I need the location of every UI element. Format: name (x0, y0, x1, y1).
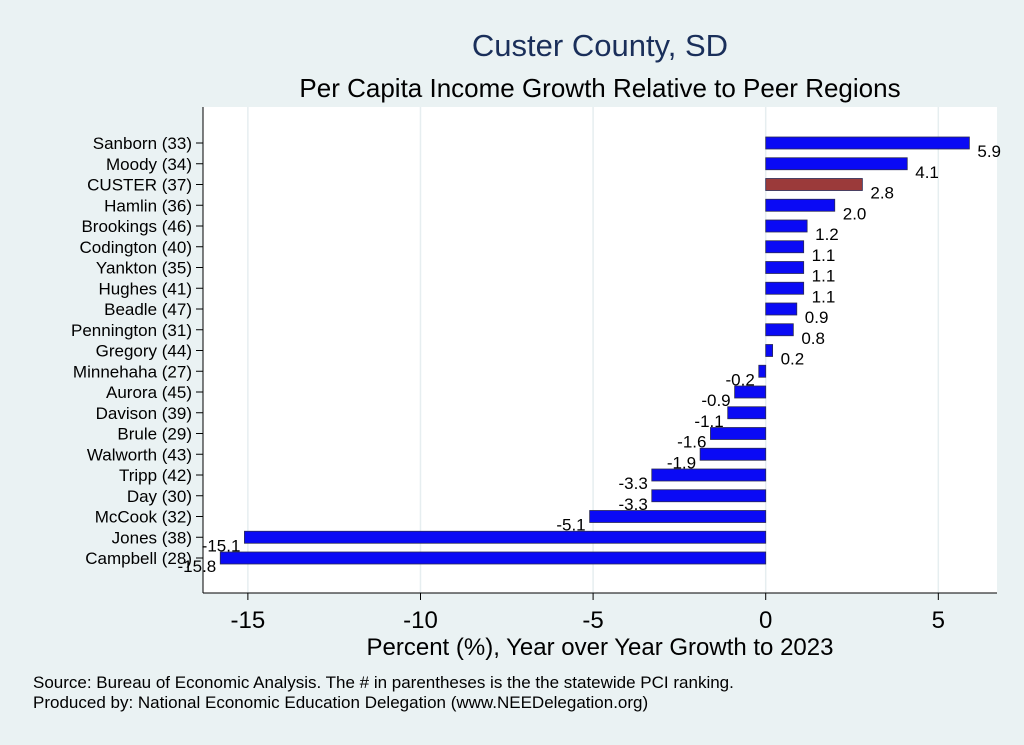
x-tick-label: -10 (403, 607, 438, 634)
category-label: Minnehaha (27) (73, 362, 192, 381)
axes: -15 -10 -5 0 5 Sanborn (33) Moody (34) CUSTER (… (71, 107, 997, 634)
value-label: -5.1 (556, 516, 585, 535)
value-label: -3.3 (618, 495, 647, 514)
value-label: 5.9 (977, 142, 1001, 161)
category-label: Brule (29) (117, 425, 192, 444)
category-label: Sanborn (33) (93, 134, 192, 153)
category-label: Pennington (31) (71, 321, 192, 340)
bar (765, 136, 970, 150)
source-note: Source: Bureau of Economic Analysis. The… (33, 673, 734, 692)
category-label: Codington (40) (80, 238, 192, 257)
category-label: Day (30) (127, 487, 192, 506)
value-label: -1.9 (667, 453, 696, 472)
x-axis-title: Percent (%), Year over Year Growth to 20… (367, 634, 834, 661)
bar (765, 281, 805, 295)
category-label: Brookings (46) (81, 217, 192, 236)
value-label: 0.9 (805, 308, 829, 327)
category-label: Davison (39) (96, 404, 192, 423)
bar (765, 302, 798, 316)
bar (758, 364, 767, 378)
bar (699, 447, 767, 461)
bar (765, 323, 794, 337)
category-label: Aurora (45) (106, 383, 192, 402)
x-tick-label: 0 (759, 607, 772, 634)
bar (734, 385, 767, 399)
bar (765, 178, 863, 191)
bar (765, 344, 774, 357)
category-label: Hughes (41) (98, 279, 192, 298)
value-label: -1.6 (677, 433, 706, 452)
value-label: -0.9 (701, 391, 730, 410)
category-label: Moody (34) (106, 155, 192, 174)
value-label: 1.1 (812, 287, 836, 306)
category-label: Campbell (28) (85, 549, 192, 568)
x-tick-label: 5 (932, 607, 945, 634)
bar (765, 157, 908, 171)
bar (651, 468, 767, 482)
bar (765, 240, 805, 254)
bar (710, 427, 767, 440)
value-label: 0.8 (801, 329, 825, 348)
bar (651, 489, 767, 503)
value-label: -15.8 (178, 557, 217, 576)
bar (219, 551, 767, 565)
value-label: 1.1 (812, 267, 836, 286)
bar (727, 406, 767, 420)
producer-note: Produced by: National Economic Education… (33, 693, 649, 712)
value-label: -15.1 (202, 536, 241, 555)
value-label: 4.1 (915, 163, 939, 182)
value-label: 1.1 (812, 246, 836, 265)
bar (765, 198, 836, 212)
value-label: -3.3 (618, 474, 647, 493)
bars: 5.94.12.82.01.21.11.11.10.90.80.2-0.2-0.… (178, 136, 1001, 576)
value-label: -1.1 (694, 412, 723, 431)
value-label: 0.2 (781, 350, 805, 369)
category-label: CUSTER (37) (87, 176, 192, 195)
category-label: Walworth (43) (87, 445, 192, 464)
category-label: Yankton (35) (96, 259, 192, 278)
bar (765, 219, 808, 233)
x-tick-label: -15 (231, 607, 266, 634)
bar (765, 261, 805, 274)
category-label: Hamlin (36) (104, 196, 192, 215)
value-label: 2.8 (870, 184, 894, 203)
category-label: McCook (32) (95, 508, 192, 527)
value-label: 1.2 (815, 225, 839, 244)
chart-subtitle: Per Capita Income Growth Relative to Pee… (299, 73, 901, 103)
value-label: -0.2 (726, 370, 755, 389)
category-label: Jones (38) (112, 528, 192, 547)
category-label: Tripp (42) (119, 466, 192, 485)
value-label: 2.0 (843, 204, 867, 223)
category-label: Gregory (44) (96, 342, 192, 361)
x-tick-label: -5 (582, 607, 603, 634)
bar (244, 530, 767, 544)
category-label: Beadle (47) (104, 300, 192, 319)
bar (589, 510, 767, 523)
chart-title: Custer County, SD (471, 28, 729, 63)
